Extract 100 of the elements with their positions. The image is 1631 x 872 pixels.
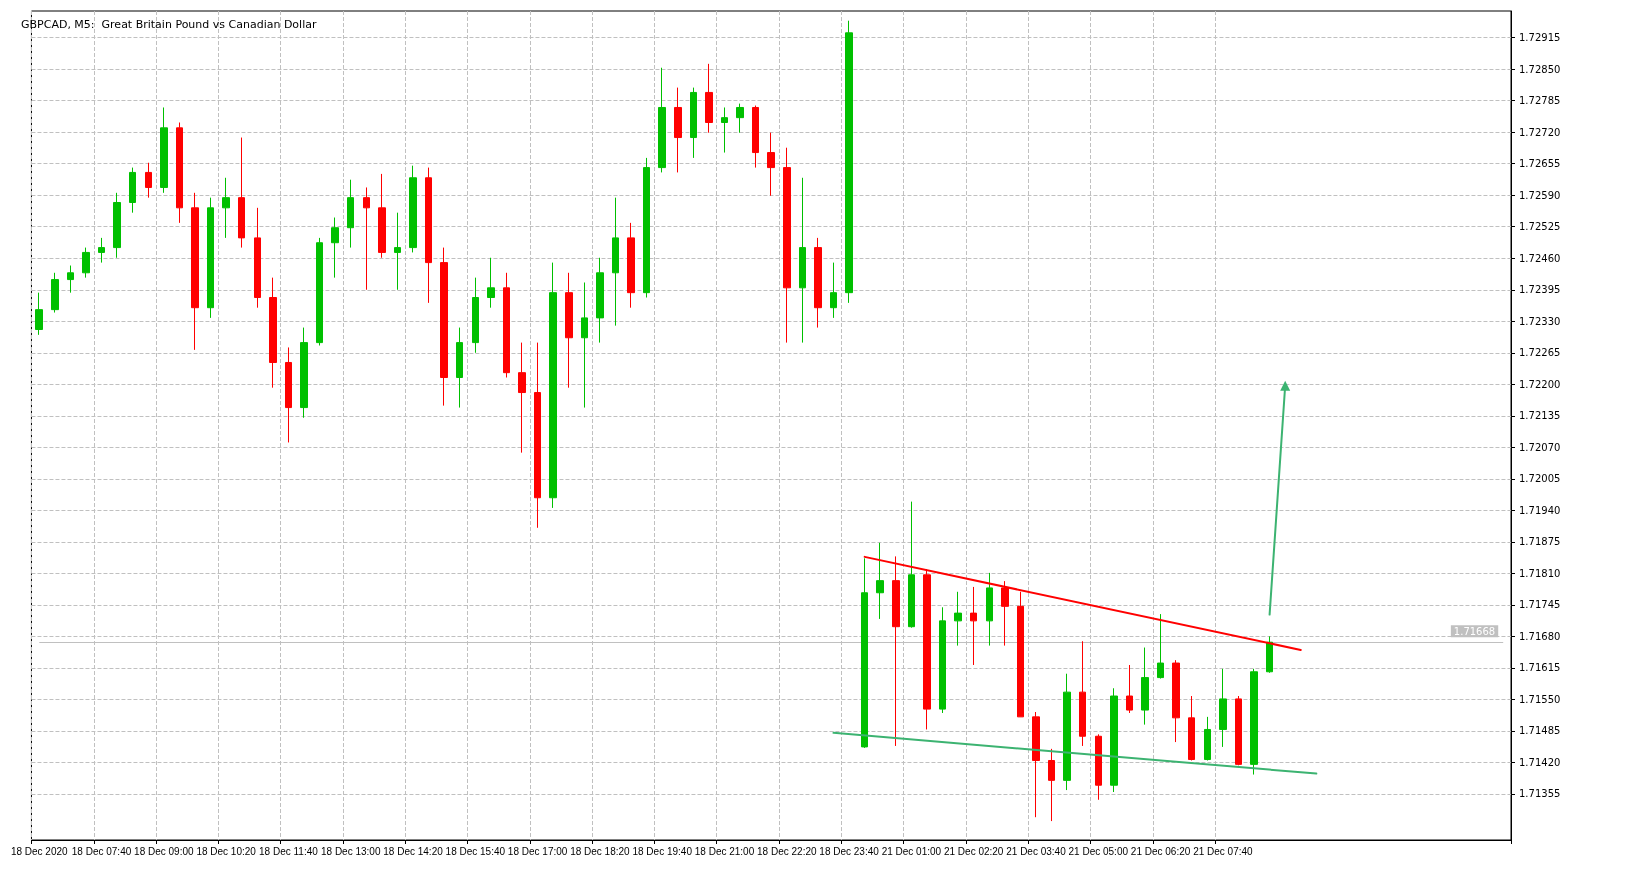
candlestick: [939, 606, 946, 714]
x-tick-label: 21 Dec 05:00: [1068, 845, 1129, 857]
y-tick-label: 1.72785: [1519, 95, 1561, 107]
x-tick-label: 18 Dec 11:40: [259, 845, 319, 857]
candlestick: [160, 106, 168, 194]
y-tick-label: 1.71875: [1519, 536, 1561, 548]
x-tick-label: 21 Dec 01:00: [881, 845, 942, 857]
y-tick-label: 1.71745: [1519, 599, 1561, 611]
candlestick: [1235, 695, 1242, 766]
candlestick: [721, 106, 728, 154]
x-tick-label: 18 Dec 07:40: [71, 845, 132, 857]
candlestick: [986, 572, 993, 647]
y-tick-label: 1.72070: [1519, 441, 1561, 453]
x-tick-label: 18 Dec 13:00: [320, 845, 381, 857]
y-tick-label: 1.72135: [1519, 410, 1561, 422]
candlestick: [1063, 673, 1071, 791]
ref-line-label: 1.71668: [1453, 625, 1496, 637]
candlestick: [285, 346, 292, 443]
candlestick: [82, 247, 90, 279]
y-tick-label: 1.72915: [1519, 32, 1561, 44]
candlestick: [690, 87, 697, 159]
candlestick: [845, 20, 853, 304]
x-tick-label: 18 Dec 19:40: [632, 845, 693, 857]
candlestick: [908, 501, 915, 629]
candlestick: [456, 327, 463, 409]
candlestick: [581, 281, 588, 409]
candlestick: [970, 586, 977, 666]
candlestick: [658, 67, 666, 173]
candlestick: [705, 63, 713, 134]
y-tick-label: 1.72525: [1519, 221, 1561, 233]
candlestick: [643, 157, 650, 299]
candlestick: [378, 173, 386, 259]
x-tick-label: 18 Dec 21:00: [694, 845, 755, 857]
x-tick-label: 18 Dec 09:00: [134, 845, 195, 857]
candlestick: [1126, 664, 1133, 714]
candlestick: [51, 272, 59, 314]
candlestick: [1157, 613, 1164, 680]
candlestick: [222, 177, 230, 239]
candlestick: [1172, 659, 1180, 743]
x-tick-label: 21 Dec 07:40: [1193, 845, 1254, 857]
candlestick: [176, 122, 183, 224]
candlestick: [565, 272, 573, 389]
y-tick-label: 1.72330: [1519, 315, 1561, 327]
y-tick-label: 1.71485: [1519, 725, 1561, 737]
y-tick-label: 1.72590: [1519, 189, 1561, 201]
candlestick: [425, 167, 432, 304]
candlestick: [35, 292, 43, 336]
candlestick: [549, 262, 557, 509]
candlestick: [674, 87, 682, 173]
candlestick: [1095, 733, 1102, 801]
y-tick-label: 1.72265: [1519, 347, 1561, 359]
candlestick: [472, 277, 479, 354]
text: GBPCAD, M5: Great Britain Pound vs Canadian Dollar: [21, 18, 317, 31]
candlestick: [736, 103, 744, 134]
y-tick-label: 1.71615: [1519, 662, 1561, 674]
candlestick: [487, 257, 495, 309]
x-tick-label: 18 Dec 18:20: [570, 845, 631, 857]
candlestick: [254, 207, 261, 309]
y-tick-label: 1.72460: [1519, 252, 1561, 264]
candlestick: [799, 177, 806, 344]
candlestick: [409, 165, 417, 253]
x-tick-label: 18 Dec 10:20: [196, 845, 257, 857]
y-tick-label: 1.72720: [1519, 126, 1561, 138]
candlestick: [145, 162, 152, 199]
candlestick: [1141, 647, 1149, 726]
x-tick-label: 18 Dec 17:00: [507, 845, 568, 857]
candlestick: [1219, 668, 1227, 748]
candlestick: [830, 262, 837, 319]
x-tick-label: 21 Dec 03:40: [1006, 845, 1067, 857]
y-tick-label: 1.71680: [1519, 630, 1561, 642]
candlestick: [1079, 640, 1086, 747]
candlestick: [207, 197, 214, 319]
x-tick-label: 18 Dec 22:20: [757, 845, 817, 857]
candlestick: [440, 247, 448, 407]
y-tick-label: 1.72850: [1519, 63, 1561, 75]
candlestick: [954, 591, 962, 647]
candlestick: [627, 222, 635, 309]
y-tick-label: 1.71940: [1519, 504, 1561, 516]
candlestick: [861, 557, 868, 749]
candlestick: [191, 192, 199, 351]
candlestick: [876, 542, 884, 620]
candlestick: [269, 277, 277, 389]
candlestick: [129, 167, 136, 214]
candlestick: [1188, 695, 1195, 761]
candlestick: [503, 272, 510, 379]
candlestick: [752, 105, 759, 169]
candlestick: [363, 186, 370, 291]
x-tick-label: 21 Dec 06:20: [1130, 845, 1191, 857]
candlestick: [394, 212, 401, 291]
candlestick: [1266, 635, 1273, 674]
candlestick: [612, 197, 619, 327]
candlestick: [1032, 711, 1040, 818]
y-tick-label: 1.71550: [1519, 693, 1561, 705]
candlestick: [1250, 668, 1258, 776]
x-tick-label: 18 Dec 23:40: [819, 845, 880, 857]
candlestick: [347, 179, 354, 249]
candlestick: [534, 342, 541, 529]
y-tick-label: 1.72005: [1519, 473, 1561, 485]
x-tick-label: 18 Dec 14:20: [383, 845, 444, 857]
y-tick-label: 1.71420: [1519, 756, 1561, 768]
